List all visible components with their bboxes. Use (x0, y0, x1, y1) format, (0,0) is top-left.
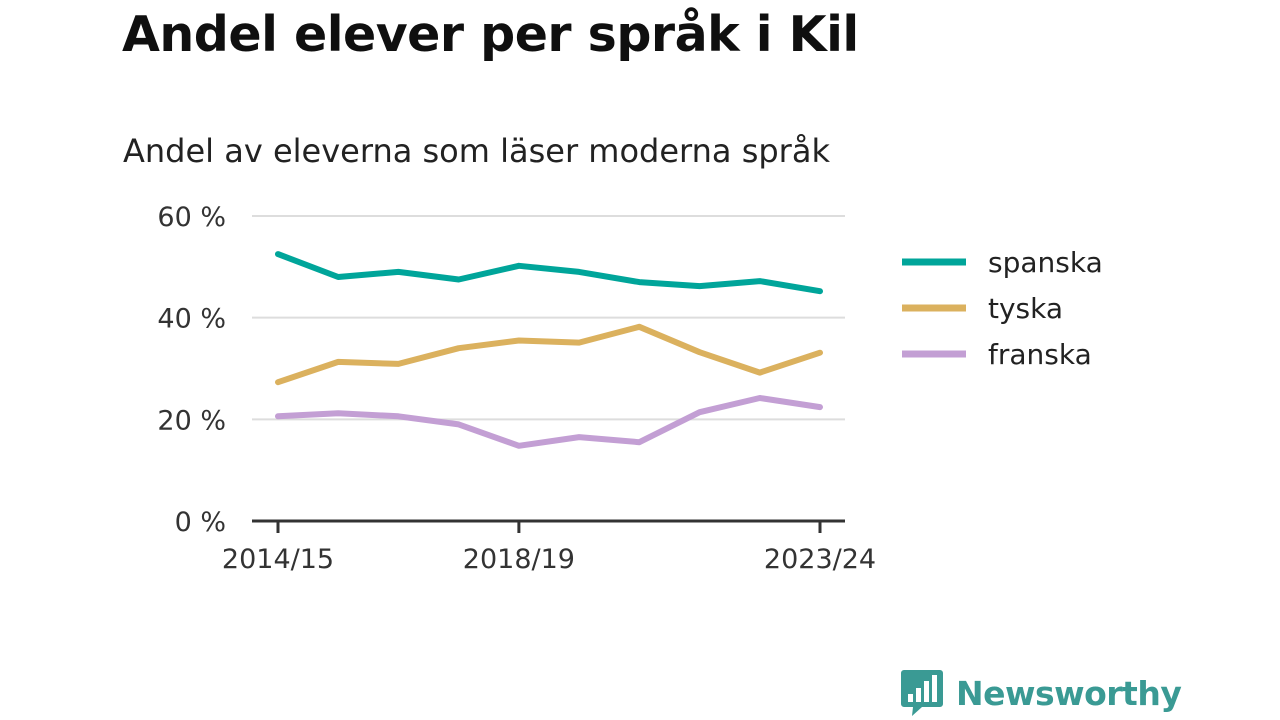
series-line-spanska (275, 251, 823, 295)
legend-label-franska: franska (988, 338, 1092, 371)
x-axis: 2014/15 2018/19 2023/24 (222, 519, 876, 575)
legend-label-spanska: spanska (988, 246, 1103, 279)
bar-chart-speech-bubble-icon (901, 670, 943, 716)
series-line-franska (275, 395, 823, 449)
newsworthy-logo: Newsworthy (900, 668, 1182, 718)
series-lines (275, 251, 823, 449)
y-tick-label: 40 % (157, 304, 226, 335)
y-tick-label: 20 % (157, 405, 226, 436)
gridlines: 0 % 20 % 40 % 60 % (157, 202, 845, 538)
chart-subtitle: Andel av eleverna som läser moderna språ… (123, 132, 830, 170)
y-tick-label: 60 % (157, 202, 226, 233)
y-tick-label: 0 % (175, 507, 226, 538)
x-tick-label: 2023/24 (764, 544, 876, 575)
page-title: Andel elever per språk i Kil (122, 6, 859, 63)
x-tick-label: 2018/19 (463, 544, 575, 575)
series-line-tyska (275, 323, 823, 386)
x-tick-label: 2014/15 (222, 544, 334, 575)
legend-label-tyska: tyska (988, 292, 1063, 325)
brand-name: Newsworthy (956, 673, 1182, 713)
legend: spanska tyska franska (902, 246, 1103, 371)
